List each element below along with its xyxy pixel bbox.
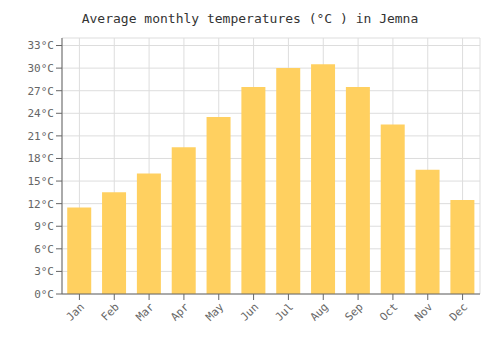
svg-text:Dec: Dec: [447, 300, 470, 323]
svg-text:Sep: Sep: [342, 300, 365, 323]
svg-text:33°C: 33°C: [28, 39, 55, 52]
svg-text:0°C: 0°C: [34, 288, 54, 301]
svg-text:Jun: Jun: [238, 300, 261, 323]
svg-text:Oct: Oct: [377, 300, 400, 323]
svg-text:Feb: Feb: [99, 300, 122, 323]
svg-text:Mar: Mar: [133, 300, 157, 324]
svg-text:18°C: 18°C: [28, 152, 55, 165]
html-text:Average monthly temperatures (: Average monthly temperatures (°C ) in Je…: [81, 11, 419, 26]
svg-text:Jul: Jul: [273, 300, 296, 323]
svg-text:Apr: Apr: [168, 300, 192, 324]
svg-text:12°C: 12°C: [28, 198, 55, 211]
svg-text:3°C: 3°C: [34, 265, 54, 278]
svg-text:27°C: 27°C: [28, 85, 55, 98]
svg-text:30°C: 30°C: [28, 62, 55, 75]
svg-text:24°C: 24°C: [28, 107, 55, 120]
svg-text:Jan: Jan: [64, 300, 87, 323]
svg-text:9°C: 9°C: [34, 220, 54, 233]
svg-text:Nov: Nov: [412, 300, 436, 324]
svg-text:6°C: 6°C: [34, 243, 54, 256]
svg-text:15°C: 15°C: [28, 175, 55, 188]
svg-text:21°C: 21°C: [28, 130, 55, 143]
svg-text:May: May: [203, 300, 227, 324]
svg-text:Aug: Aug: [308, 300, 331, 323]
